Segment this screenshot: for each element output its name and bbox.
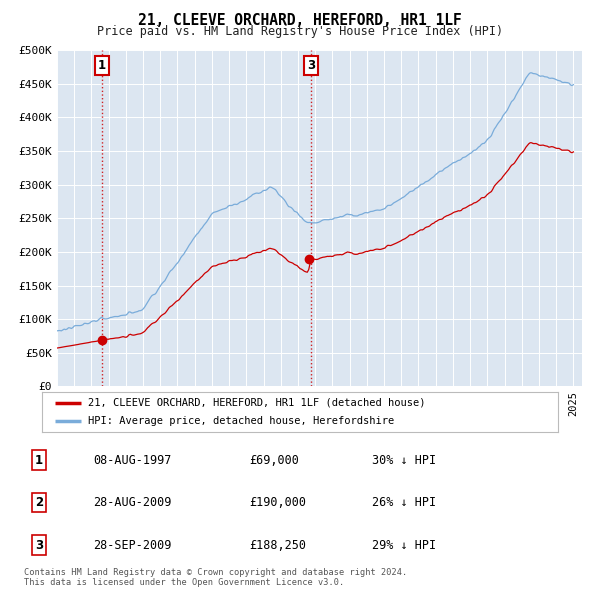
Text: 2: 2 (35, 496, 43, 509)
Text: 29% ↓ HPI: 29% ↓ HPI (372, 539, 436, 552)
Text: 1: 1 (98, 59, 106, 72)
Text: 1: 1 (35, 454, 43, 467)
Text: £188,250: £188,250 (249, 539, 306, 552)
Text: 3: 3 (307, 59, 315, 72)
Text: 21, CLEEVE ORCHARD, HEREFORD, HR1 1LF: 21, CLEEVE ORCHARD, HEREFORD, HR1 1LF (138, 13, 462, 28)
Text: Contains HM Land Registry data © Crown copyright and database right 2024.: Contains HM Land Registry data © Crown c… (24, 568, 407, 576)
Text: £190,000: £190,000 (249, 496, 306, 509)
Text: £69,000: £69,000 (249, 454, 299, 467)
Text: 08-AUG-1997: 08-AUG-1997 (93, 454, 172, 467)
Text: 3: 3 (35, 539, 43, 552)
Text: 21, CLEEVE ORCHARD, HEREFORD, HR1 1LF (detached house): 21, CLEEVE ORCHARD, HEREFORD, HR1 1LF (d… (88, 398, 426, 408)
Text: 26% ↓ HPI: 26% ↓ HPI (372, 496, 436, 509)
Text: 28-SEP-2009: 28-SEP-2009 (93, 539, 172, 552)
Text: This data is licensed under the Open Government Licence v3.0.: This data is licensed under the Open Gov… (24, 578, 344, 587)
Text: HPI: Average price, detached house, Herefordshire: HPI: Average price, detached house, Here… (88, 416, 395, 426)
Text: 30% ↓ HPI: 30% ↓ HPI (372, 454, 436, 467)
Text: 28-AUG-2009: 28-AUG-2009 (93, 496, 172, 509)
Text: Price paid vs. HM Land Registry's House Price Index (HPI): Price paid vs. HM Land Registry's House … (97, 25, 503, 38)
